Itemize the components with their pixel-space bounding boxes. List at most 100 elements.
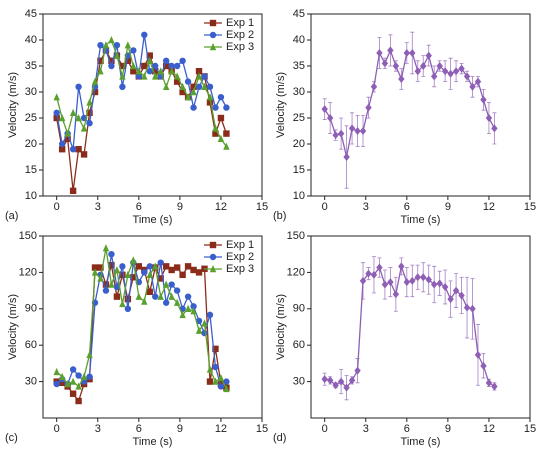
marker [86,109,93,116]
x-tick-label: 9 [445,423,451,435]
panel-label: (d) [273,432,286,444]
marker [223,384,230,393]
x-tick-label: 15 [524,201,536,213]
x-tick-label: 3 [95,423,101,435]
x-tick-label: 3 [95,201,101,213]
marker [474,350,482,359]
panel-label: (a) [5,210,18,222]
marker [113,265,121,274]
marker [69,377,77,385]
x-tick-label: 0 [322,201,328,213]
marker [53,93,60,101]
marker [173,72,181,80]
marker [365,269,372,278]
series-line [324,263,495,389]
marker [162,263,170,270]
marker [212,363,219,371]
marker [201,73,208,80]
marker [398,75,405,83]
marker [370,82,378,91]
marker [190,88,197,96]
marker [206,311,214,319]
marker [381,59,389,68]
marker [212,130,219,137]
marker [420,62,427,70]
marker [64,380,71,388]
marker [119,83,126,91]
marker [420,273,427,282]
y-tick-label: 45 [25,8,37,20]
y-tick-label: 40 [293,34,305,46]
marker [452,286,460,295]
marker [425,51,432,60]
marker [201,329,208,337]
marker [168,266,175,274]
marker [141,31,148,38]
marker [124,57,132,64]
marker [190,104,197,111]
marker [343,383,350,392]
x-tick-label: 15 [524,423,536,435]
marker [190,83,197,90]
marker [179,310,186,319]
marker [190,303,197,310]
marker [146,52,153,59]
marker [469,82,476,91]
marker [184,78,192,85]
marker [206,83,214,91]
marker [152,68,159,75]
marker [223,130,230,137]
x-axis-label: Time (s) [401,436,441,448]
marker [359,127,367,135]
legend-label: Exp 3 [226,41,254,53]
marker [343,153,350,161]
marker [458,64,465,73]
marker [491,124,498,133]
marker [152,62,159,70]
y-tick-label: 30 [293,376,305,388]
marker [146,68,153,75]
x-tick-label: 15 [256,201,268,213]
marker [430,280,438,289]
y-tick-label: 120 [19,266,37,278]
marker [97,57,104,64]
marker [141,62,148,70]
marker [102,281,110,288]
marker [436,279,443,288]
x-tick-label: 0 [54,423,60,435]
marker [485,378,493,387]
marker [91,77,99,85]
marker [469,304,476,313]
y-tick-label: 30 [25,376,37,388]
plot-frame [310,235,531,419]
x-tick-label: 3 [363,201,369,213]
x-tick-label: 9 [177,423,183,435]
y-tick-label: 10 [25,190,37,202]
marker [124,295,132,303]
marker [480,95,487,104]
panel-label: (c) [5,432,18,444]
marker [113,42,121,49]
marker [69,366,77,373]
marker [173,62,181,70]
y-tick-label: 90 [293,303,305,315]
marker [80,151,88,158]
marker [135,292,143,300]
marker [135,73,143,80]
marker [195,317,203,325]
marker [398,262,405,271]
marker [130,68,137,75]
marker [157,67,164,75]
y-axis-label: Velocity (m/s) [275,294,287,360]
marker [217,114,225,122]
marker [217,94,225,101]
marker [152,72,159,80]
marker [209,253,217,261]
series-line [324,48,495,158]
y-tick-label: 60 [293,339,305,351]
x-tick-label: 0 [54,201,60,213]
marker [436,62,443,70]
marker [195,68,203,75]
marker [86,120,93,127]
marker [91,268,99,276]
